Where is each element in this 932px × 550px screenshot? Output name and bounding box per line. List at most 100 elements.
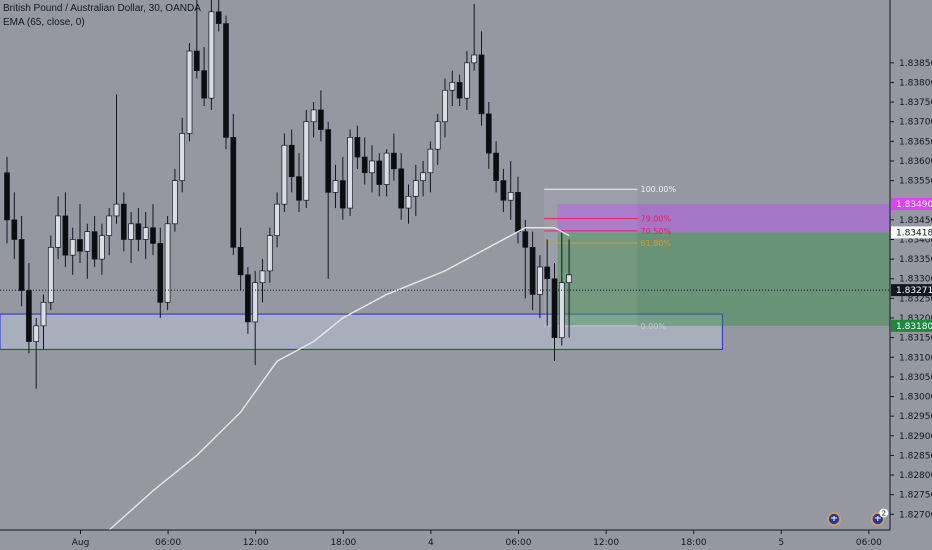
candle-body — [11, 219, 18, 240]
candle-body — [62, 215, 69, 256]
candle-body — [354, 137, 361, 158]
price-label-box — [891, 226, 932, 239]
candle — [332, 164, 339, 209]
price-tick-label: 1.83800 — [899, 78, 932, 88]
candle — [142, 212, 149, 260]
candle — [4, 157, 10, 244]
candle — [522, 219, 529, 299]
candle — [237, 227, 244, 291]
zone-rectangle — [0, 313, 723, 350]
flag-icon: 2 — [870, 508, 889, 526]
candle-body — [347, 137, 353, 209]
candle — [164, 215, 171, 311]
price-label-box — [891, 198, 932, 211]
candle-body — [18, 239, 25, 291]
candle — [537, 255, 543, 318]
price-tick-label: 1.83400 — [899, 235, 932, 245]
candle — [325, 121, 332, 279]
candle — [77, 204, 83, 264]
candle-body — [201, 70, 207, 99]
candle-body — [434, 121, 441, 150]
candle-body — [376, 160, 383, 185]
candle-body — [332, 180, 339, 193]
candle-body — [164, 223, 171, 303]
price-tick-label: 1.83450 — [899, 216, 932, 226]
candle — [84, 223, 91, 279]
candle-body — [369, 160, 375, 174]
candle — [493, 141, 499, 193]
candle-body — [296, 176, 302, 201]
price-label-text: 1.83418 — [896, 228, 932, 238]
candle-body — [40, 301, 47, 327]
candle — [245, 266, 251, 334]
candle-body — [142, 227, 149, 240]
candle-body — [442, 89, 448, 123]
candle-body — [55, 215, 61, 248]
candle — [383, 149, 390, 197]
candle — [11, 192, 18, 260]
candle — [500, 168, 507, 212]
candle — [434, 113, 441, 165]
time-tick-label: 06:00 — [856, 538, 882, 548]
candle — [551, 263, 558, 362]
price-tick-label: 1.83350 — [899, 255, 932, 265]
price-tick-label: 1.83250 — [899, 294, 932, 304]
price-tick-label: 1.83700 — [899, 118, 932, 128]
candle-body — [237, 246, 244, 276]
candle-body — [135, 223, 142, 240]
time-tick-label: 06:00 — [506, 538, 532, 548]
candle — [369, 145, 375, 193]
candle-body — [252, 282, 259, 323]
candle-body — [529, 246, 536, 295]
candle-body — [106, 215, 113, 236]
time-tick-label: 4 — [428, 538, 434, 548]
candle-body — [398, 168, 405, 209]
price-tick-label: 1.83100 — [899, 353, 932, 363]
price-label-text: 1.83271 — [896, 286, 932, 296]
candle — [515, 176, 521, 244]
candle — [193, 0, 200, 79]
price-tick-label: 1.83150 — [899, 334, 932, 344]
candle-body — [464, 62, 470, 99]
candle-body — [193, 50, 200, 72]
fib-level-label: 0.00% — [641, 322, 667, 331]
candle-body — [215, 11, 222, 24]
candle-body — [551, 278, 558, 338]
candle — [412, 164, 419, 216]
candle — [120, 192, 127, 252]
candle — [259, 259, 266, 303]
candle — [354, 125, 361, 169]
candle-body — [259, 270, 266, 284]
price-label-text: 1.83490 — [896, 200, 932, 210]
candle-body — [288, 144, 295, 178]
candle-body — [69, 239, 76, 256]
candle — [449, 70, 456, 106]
time-axis: Aug 06:00 12:00 18:00 4 06:00 12:00 18:00 5 06:00 — [0, 529, 890, 548]
candle — [485, 102, 492, 169]
price-tick-label: 1.83850 — [899, 59, 932, 69]
candle — [405, 184, 412, 224]
take-profit-zone — [557, 232, 890, 326]
candle — [310, 102, 317, 138]
candle — [230, 113, 237, 256]
time-tick-label: 12:00 — [593, 538, 619, 548]
plot-area: 100.00% 79.00% 70.50% 61.80% 0.00% — [0, 0, 890, 531]
candle — [391, 133, 397, 181]
candle — [544, 239, 551, 326]
candle-body — [558, 282, 565, 338]
candle-body — [361, 156, 368, 174]
candle-body — [339, 180, 346, 209]
candle — [303, 109, 310, 209]
candle — [47, 235, 54, 311]
candle-body — [500, 180, 507, 201]
candle-body — [412, 180, 419, 197]
candle-body — [420, 172, 426, 181]
price-tick-label: 1.83650 — [899, 137, 932, 147]
event-count-badge — [879, 508, 889, 518]
event-flag-mark — [874, 516, 881, 521]
price-tick-label: 1.83050 — [899, 373, 932, 383]
candle-body — [274, 203, 280, 236]
time-tick-label: 12:00 — [243, 538, 269, 548]
